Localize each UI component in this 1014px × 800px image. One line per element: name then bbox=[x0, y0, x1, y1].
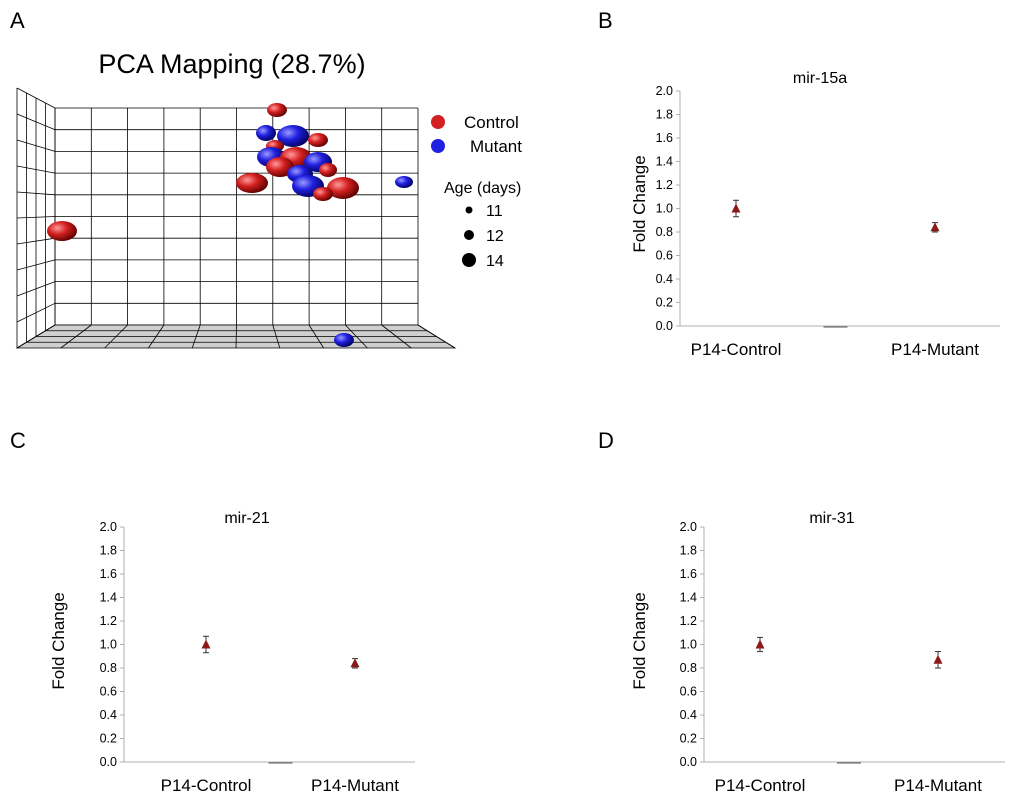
y-axis-label: Fold Change bbox=[630, 592, 649, 689]
legend-marker-mutant bbox=[431, 139, 445, 153]
y-tick-label: 1.0 bbox=[680, 638, 697, 652]
pca-point bbox=[266, 157, 294, 177]
data-point bbox=[731, 203, 741, 213]
legend-label-control: Control bbox=[464, 113, 519, 132]
y-tick-label: 1.6 bbox=[656, 131, 673, 145]
panel-letter-c: C bbox=[10, 428, 26, 453]
pca-grid bbox=[15, 87, 457, 349]
y-tick-label: 1.0 bbox=[100, 638, 117, 652]
y-tick-label: 0.2 bbox=[680, 732, 697, 746]
pca-point bbox=[277, 125, 309, 147]
pca-point bbox=[327, 177, 359, 199]
y-tick-label: 1.6 bbox=[680, 567, 697, 581]
y-tick-label: 2.0 bbox=[100, 520, 117, 534]
y-tick-label: 2.0 bbox=[680, 520, 697, 534]
y-tick-label: 1.4 bbox=[100, 591, 117, 605]
y-tick-label: 0.8 bbox=[656, 225, 673, 239]
x-tick-label: P14-Mutant bbox=[891, 340, 979, 359]
pca-point bbox=[236, 173, 268, 193]
panel-letter-b: B bbox=[598, 8, 613, 33]
y-tick-label: 0.4 bbox=[100, 708, 117, 722]
y-tick-label: 0.6 bbox=[680, 685, 697, 699]
y-tick-label: 0.6 bbox=[656, 249, 673, 263]
size-legend-title: Age (days) bbox=[444, 180, 521, 197]
legend-marker-control bbox=[431, 115, 445, 129]
size-legend-label: 11 bbox=[486, 203, 503, 220]
pca-point bbox=[395, 176, 413, 188]
y-tick-label: 1.2 bbox=[656, 178, 673, 192]
pca-point bbox=[267, 103, 287, 117]
y-tick-label: 1.4 bbox=[680, 591, 697, 605]
y-tick-label: 0.8 bbox=[100, 661, 117, 675]
x-tick-label: P14-Control bbox=[715, 776, 806, 795]
pca-point bbox=[334, 333, 354, 347]
pca-point bbox=[313, 187, 333, 201]
chart-title: mir-31 bbox=[809, 510, 854, 527]
pca-title: PCA Mapping (28.7%) bbox=[98, 49, 365, 79]
x-tick-label: P14-Mutant bbox=[894, 776, 982, 795]
y-tick-label: 0.0 bbox=[680, 755, 697, 769]
size-legend-label: 12 bbox=[486, 228, 504, 245]
foldchange-chart-b: mir-15a 0.0 0.2 0.4 0.6 0.8 1.0 1.2 1.4 1.6 1.8 2.0… bbox=[630, 70, 1000, 359]
y-tick-label: 0.6 bbox=[100, 685, 117, 699]
x-tick-label: P14-Control bbox=[161, 776, 252, 795]
y-tick-label: 0.2 bbox=[100, 732, 117, 746]
y-tick-label: 1.0 bbox=[656, 202, 673, 216]
size-legend-marker bbox=[462, 253, 476, 267]
legend-label-mutant: Mutant bbox=[470, 137, 522, 156]
y-tick-label: 1.8 bbox=[656, 108, 673, 122]
foldchange-chart-d: mir-31 0.0 0.2 0.4 0.6 0.8 1.0 1.2 1.4 1.6 1.8 2.0 F… bbox=[630, 510, 1005, 795]
y-tick-label: 2.0 bbox=[656, 84, 673, 98]
size-legend-marker bbox=[464, 230, 474, 240]
chart-title: mir-15a bbox=[793, 70, 847, 87]
data-point bbox=[201, 639, 211, 649]
y-tick-label: 0.0 bbox=[100, 755, 117, 769]
y-tick-label: 1.2 bbox=[100, 614, 117, 628]
y-axis-label: Fold Change bbox=[49, 592, 68, 689]
size-legend-label: 14 bbox=[486, 253, 504, 270]
y-tick-label: 0.0 bbox=[656, 319, 673, 333]
data-point bbox=[930, 222, 940, 232]
pca-point bbox=[47, 221, 77, 241]
chart-title: mir-21 bbox=[224, 510, 269, 527]
x-tick-label: P14-Control bbox=[691, 340, 782, 359]
y-tick-label: 1.2 bbox=[680, 614, 697, 628]
size-legend-marker bbox=[465, 206, 473, 214]
pca-points bbox=[47, 103, 413, 347]
y-tick-label: 0.2 bbox=[656, 296, 673, 310]
y-axis-label: Fold Change bbox=[630, 155, 649, 252]
y-tick-label: 0.8 bbox=[680, 661, 697, 675]
foldchange-chart-c: mir-21 0.0 0.2 0.4 0.6 0.8 1.0 1.2 1.4 1.6 1.8 2.0 F… bbox=[49, 510, 415, 795]
panel-letter-a: A bbox=[10, 8, 25, 33]
data-point bbox=[350, 658, 360, 668]
data-point bbox=[933, 654, 943, 664]
y-tick-label: 1.4 bbox=[656, 155, 673, 169]
data-point bbox=[755, 639, 765, 649]
pca-point bbox=[308, 133, 328, 147]
pca-point bbox=[319, 163, 337, 177]
y-tick-label: 1.6 bbox=[100, 567, 117, 581]
x-tick-label: P14-Mutant bbox=[311, 776, 399, 795]
y-tick-label: 1.8 bbox=[680, 544, 697, 558]
y-tick-label: 0.4 bbox=[656, 272, 673, 286]
y-tick-label: 1.8 bbox=[100, 544, 117, 558]
y-tick-label: 0.4 bbox=[680, 708, 697, 722]
panel-letter-d: D bbox=[598, 428, 614, 453]
pca-point bbox=[256, 125, 276, 141]
